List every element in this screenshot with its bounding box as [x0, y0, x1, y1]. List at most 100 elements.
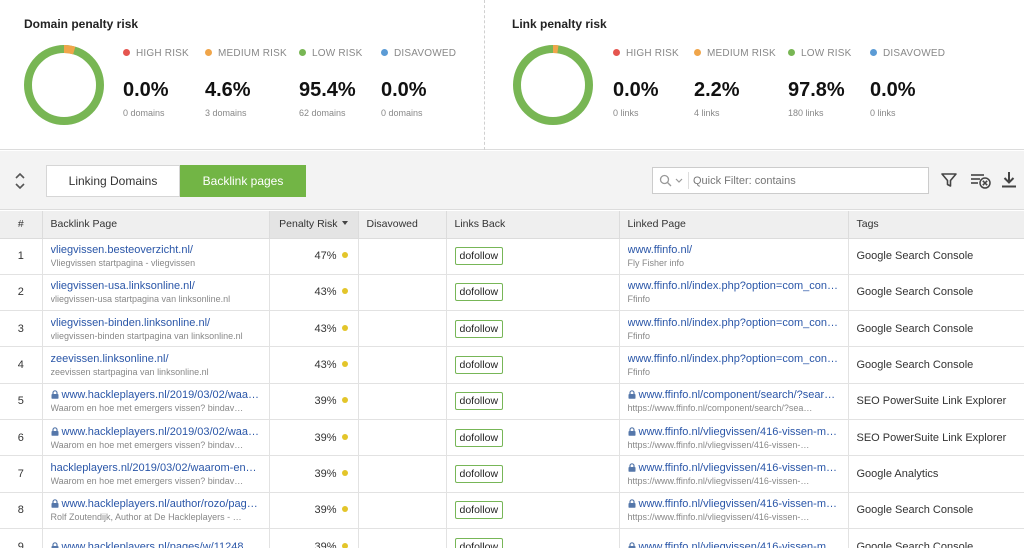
stat-legend-label: DISAVOWED — [394, 48, 457, 59]
donut-low-arc — [24, 45, 104, 125]
linked-page-cell: www.ffinfo.nl/index.php?option=com_con… F… — [619, 274, 849, 312]
linked-page-link[interactable]: www.ffinfo.nl/index.php?option=com_con… — [628, 352, 840, 366]
backlink-url-link[interactable]: www.hackleplayers.nl/2019/03/02/waa… — [51, 388, 261, 402]
search-icon[interactable] — [659, 174, 685, 188]
tags-cell: Google Search Console — [848, 310, 1024, 348]
table-row[interactable]: 1 vliegvissen.besteoverzicht.nl/Vliegviss… — [0, 238, 1024, 275]
backlink-url-link[interactable]: vliegvissen-usa.linksonline.nl/ — [51, 279, 261, 293]
stat-count: 0 links — [613, 108, 639, 118]
linked-page-title: https://www.ffinfo.nl/vliegvissen/416-vi… — [627, 439, 810, 450]
penalty-risk-value: 39% — [314, 540, 337, 548]
linked-page-link[interactable]: www.ffinfo.nl/vliegvissen/416-vissen-m… — [628, 425, 840, 439]
backlink-url-link[interactable]: vliegvissen-binden.linksonline.nl/ — [51, 316, 261, 330]
clear-filter-icon[interactable] — [970, 171, 992, 189]
backlink-page-title: Waarom en hoe met emergers vissen? binda… — [50, 439, 244, 450]
tag-label: Google Search Console — [856, 250, 974, 263]
disavowed-cell — [358, 528, 447, 548]
stat-count: 0 links — [870, 108, 896, 118]
column-header-disavowed[interactable]: Disavowed — [358, 211, 447, 239]
linked-page-link[interactable]: www.ffinfo.nl/index.php?option=com_con… — [628, 279, 840, 293]
row-number: 3 — [0, 310, 43, 348]
stat-legend: DISAVOWED — [381, 48, 456, 59]
linked-page-link[interactable]: www.ffinfo.nl/vliegvissen/416-vissen-m… — [628, 540, 840, 548]
table-row[interactable]: 5 www.hackleplayers.nl/2019/03/02/waa… Waa… — [0, 383, 1024, 420]
expand-collapse-icon[interactable] — [10, 169, 30, 193]
lock-icon — [51, 541, 58, 548]
backlink-url-link[interactable]: www.hackleplayers.nl/author/rozo/pag… — [51, 497, 261, 511]
domain-panel-title: Domain penalty risk — [24, 17, 139, 31]
column-header-links-back[interactable]: Links Back — [446, 211, 620, 239]
linked-page-cell: www.ffinfo.nl/vliegvissen/416-vissen-m… — [619, 528, 849, 548]
backlink-url-link[interactable]: www.hackleplayers.nl/pages/w/11248… — [51, 540, 261, 548]
penalty-risk-cell: 39% — [269, 419, 359, 457]
backlink-page-cell: vliegvissen.besteoverzicht.nl/Vliegvisse… — [42, 238, 270, 275]
linked-page-title: Ffinfo — [627, 367, 651, 378]
table-row[interactable]: 3 vliegvissen-binden.linksonline.nl/vlieg… — [0, 310, 1024, 348]
backlink-page-title: Vliegvissen startpagina - vliegvissen — [50, 258, 196, 269]
stat-count: 62 domains — [299, 108, 346, 118]
penalty-risk-cell: 39% — [269, 528, 359, 548]
backlink-url-link[interactable]: www.hackleplayers.nl/2019/03/02/waa… — [51, 425, 261, 439]
backlink-url-link[interactable]: hackleplayers.nl/2019/03/02/waarom-en… — [51, 461, 261, 475]
risk-level-dot-icon — [341, 506, 348, 513]
backlink-page-title: Rolf Zoutendijk, Author at De Hackleplay… — [50, 512, 242, 523]
lock-icon — [628, 499, 635, 509]
penalty-risk-cell: 43% — [269, 274, 359, 312]
table-row[interactable]: 2 vliegvissen-usa.linksonline.nl/vliegvis… — [0, 274, 1024, 312]
backlink-page-title: Waarom en hoe met emergers vissen? binda… — [50, 475, 244, 486]
linked-page-url-text: www.ffinfo.nl/component/search/?sear… — [638, 389, 836, 402]
linked-page-link[interactable]: www.ffinfo.nl/index.php?option=com_con… — [628, 316, 840, 330]
domain-penalty-panel: Domain penalty risk HIGH RISK 0.0% 0 domai… — [0, 0, 484, 150]
column-header-penalty-risk[interactable]: Penalty Risk — [269, 211, 359, 239]
column-header-number[interactable]: # — [0, 211, 43, 239]
table-row[interactable]: 4 zeevissen.linksonline.nl/zeevissen star… — [0, 346, 1024, 384]
disavowed-cell — [358, 492, 447, 529]
filter-icon[interactable] — [940, 171, 958, 189]
column-header-backlink-page[interactable]: Backlink Page — [42, 211, 270, 239]
backlink-url-text: vliegvissen-binden.linksonline.nl/ — [50, 316, 211, 329]
backlink-url-link[interactable]: vliegvissen.besteoverzicht.nl/ — [51, 243, 261, 257]
backlink-page-cell: hackleplayers.nl/2019/03/02/waarom-en… Wa… — [42, 455, 270, 493]
linked-page-link[interactable]: www.ffinfo.nl/vliegvissen/416-vissen-m… — [628, 497, 840, 511]
column-header-linked-page[interactable]: Linked Page — [619, 211, 849, 239]
tab-backlink-pages[interactable]: Backlink pages — [180, 165, 306, 197]
column-header-tags[interactable]: Tags — [848, 211, 1024, 239]
risk-level-dot-icon — [341, 252, 348, 259]
stat-legend-label: HIGH RISK — [626, 48, 679, 59]
linked-page-link[interactable]: www.ffinfo.nl/vliegvissen/416-vissen-m… — [628, 461, 840, 475]
backlink-url-text: hackleplayers.nl/2019/03/02/waarom-en… — [50, 461, 257, 474]
linked-page-title: https://www.ffinfo.nl/vliegvissen/416-vi… — [627, 475, 810, 486]
penalty-risk-value: 47% — [314, 250, 337, 263]
linked-page-cell: www.ffinfo.nl/vliegvissen/416-vissen-m… h… — [619, 419, 849, 457]
stat-value: 0.0% — [123, 79, 169, 101]
quick-filter-input[interactable] — [693, 171, 923, 190]
stat-legend: HIGH RISK — [123, 48, 189, 59]
linked-page-link[interactable]: www.ffinfo.nl/component/search/?sear… — [628, 388, 840, 402]
stat-legend: MEDIUM RISK — [694, 48, 776, 59]
donut-medium-arc — [513, 45, 593, 125]
table-row[interactable]: 9 www.hackleplayers.nl/pages/w/11248… 39% d… — [0, 528, 1024, 548]
linked-page-link[interactable]: www.ffinfo.nl/ — [628, 243, 840, 257]
stat-value: 0.0% — [381, 79, 427, 101]
row-number: 5 — [0, 383, 43, 420]
penalty-risk-value: 43% — [314, 359, 337, 372]
linked-page-cell: www.ffinfo.nl/component/search/?sear… htt… — [619, 383, 849, 420]
backlink-url-text: www.hackleplayers.nl/2019/03/02/waa… — [61, 425, 260, 438]
table-row[interactable]: 6 www.hackleplayers.nl/2019/03/02/waa… Waa… — [0, 419, 1024, 457]
backlink-url-link[interactable]: zeevissen.linksonline.nl/ — [51, 352, 261, 366]
penalty-risk-value: 43% — [314, 322, 337, 335]
lock-icon — [51, 499, 58, 509]
backlink-url-text: zeevissen.linksonline.nl/ — [50, 353, 169, 366]
linked-page-url-text: www.ffinfo.nl/index.php?option=com_con… — [627, 280, 838, 293]
lock-icon — [628, 541, 635, 548]
links-back-cell: dofollow — [446, 383, 620, 420]
link-penalty-panel: Link penalty risk HIGH RISK 0.0% 0 links ME… — [484, 0, 1024, 150]
tab-linking-domains[interactable]: Linking Domains — [46, 165, 180, 197]
table-row[interactable]: 7 hackleplayers.nl/2019/03/02/waarom-en… W… — [0, 455, 1024, 493]
row-number: 7 — [0, 455, 43, 493]
download-icon[interactable] — [1000, 171, 1018, 189]
stat-value: 97.8% — [788, 79, 845, 101]
table-row[interactable]: 8 www.hackleplayers.nl/author/rozo/pag… Ro… — [0, 492, 1024, 529]
lock-icon — [51, 426, 58, 436]
legend-dot-icon — [205, 49, 212, 56]
